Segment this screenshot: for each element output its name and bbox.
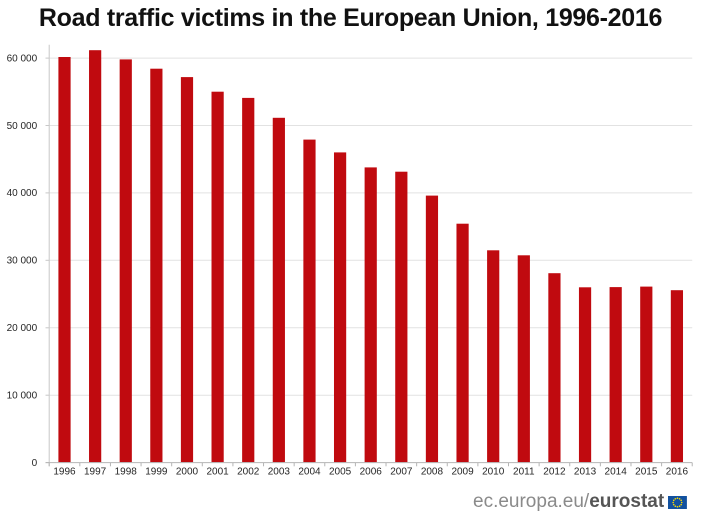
- svg-text:2008: 2008: [421, 467, 444, 478]
- svg-text:2001: 2001: [206, 467, 229, 478]
- svg-text:2002: 2002: [237, 467, 260, 478]
- svg-text:20 000: 20 000: [7, 323, 38, 334]
- svg-text:40 000: 40 000: [7, 188, 38, 199]
- svg-text:2014: 2014: [605, 467, 628, 478]
- svg-text:2000: 2000: [176, 467, 199, 478]
- svg-text:50 000: 50 000: [7, 121, 38, 132]
- svg-text:0: 0: [32, 458, 38, 469]
- svg-text:2003: 2003: [268, 467, 291, 478]
- svg-text:2006: 2006: [360, 467, 383, 478]
- svg-text:2015: 2015: [635, 467, 658, 478]
- svg-text:2009: 2009: [451, 467, 474, 478]
- svg-text:1997: 1997: [84, 467, 107, 478]
- svg-text:2016: 2016: [666, 467, 689, 478]
- svg-text:2004: 2004: [298, 467, 321, 478]
- svg-text:2011: 2011: [513, 467, 535, 478]
- svg-text:2013: 2013: [574, 467, 597, 478]
- svg-text:2005: 2005: [329, 467, 352, 478]
- svg-text:2010: 2010: [482, 467, 505, 478]
- svg-text:2007: 2007: [390, 467, 413, 478]
- svg-text:ec.europa.eu/eurostat: ec.europa.eu/eurostat: [473, 491, 665, 512]
- svg-text:1999: 1999: [145, 467, 168, 478]
- svg-text:1998: 1998: [115, 467, 138, 478]
- svg-text:1996: 1996: [53, 467, 76, 478]
- svg-text:2012: 2012: [543, 467, 566, 478]
- svg-text:10 000: 10 000: [7, 391, 38, 402]
- svg-text:30 000: 30 000: [7, 256, 38, 267]
- svg-text:60 000: 60 000: [7, 53, 38, 64]
